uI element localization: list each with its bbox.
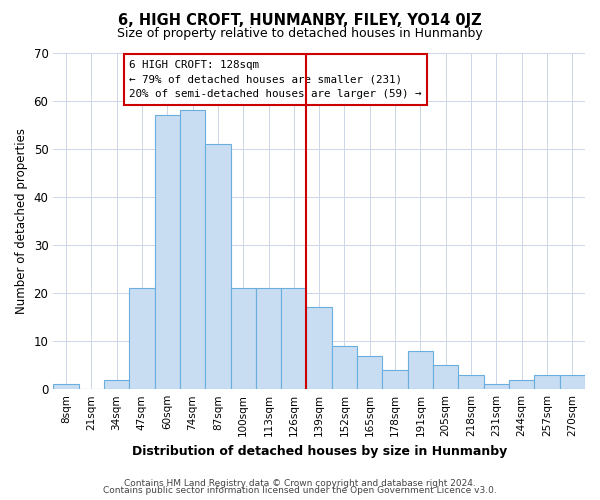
Bar (535, 375, 560, 389)
Text: 6 HIGH CROFT: 128sqm
← 79% of detached houses are smaller (231)
20% of semi-deta: 6 HIGH CROFT: 128sqm ← 79% of detached h… (129, 60, 422, 100)
X-axis label: Distribution of detached houses by size in Hunmanby: Distribution of detached houses by size … (131, 444, 507, 458)
Bar (484, 384, 509, 389)
Bar (230, 288, 256, 389)
Bar (281, 288, 307, 389)
Bar (560, 375, 585, 389)
Bar (307, 308, 332, 389)
Bar (332, 346, 357, 389)
Bar (180, 110, 205, 389)
Text: Size of property relative to detached houses in Hunmanby: Size of property relative to detached ho… (117, 28, 483, 40)
Bar (408, 350, 433, 389)
Text: Contains public sector information licensed under the Open Government Licence v3: Contains public sector information licen… (103, 486, 497, 495)
Bar (104, 380, 129, 389)
Bar (155, 115, 180, 389)
Text: Contains HM Land Registry data © Crown copyright and database right 2024.: Contains HM Land Registry data © Crown c… (124, 478, 476, 488)
Bar (357, 356, 382, 389)
Text: 6, HIGH CROFT, HUNMANBY, FILEY, YO14 0JZ: 6, HIGH CROFT, HUNMANBY, FILEY, YO14 0JZ (118, 12, 482, 28)
Bar (256, 288, 281, 389)
Bar (53, 384, 79, 389)
Bar (382, 370, 408, 389)
Bar (458, 375, 484, 389)
Bar (205, 144, 230, 389)
Bar (433, 365, 458, 389)
Bar (129, 288, 155, 389)
Y-axis label: Number of detached properties: Number of detached properties (15, 128, 28, 314)
Bar (509, 380, 535, 389)
